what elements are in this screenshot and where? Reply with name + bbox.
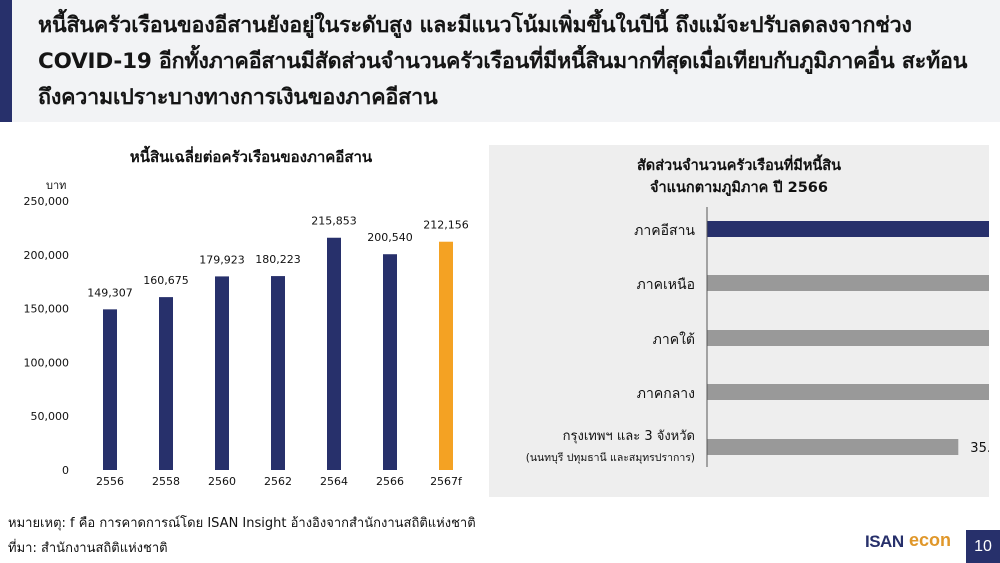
y-tick-label: 150,000 xyxy=(24,303,70,316)
data-label-2564: 215,853 xyxy=(311,215,357,228)
data-label-2556: 149,307 xyxy=(87,286,133,299)
x-tick-label-2562: 2562 xyxy=(264,475,292,488)
hbar-category-label-1: ภาคอีสาน xyxy=(634,223,695,239)
page-number: 10 xyxy=(966,530,1000,563)
hbar-category-label-4: ภาคกลาง xyxy=(637,386,695,402)
hbar-category-label-3: ภาคใต้ xyxy=(653,331,695,348)
bar-2562 xyxy=(271,276,285,470)
x-tick-label-2566: 2566 xyxy=(376,475,404,488)
left-chart-title: หนี้สินเฉลี่ยต่อครัวเรือนของภาคอีสาน xyxy=(129,148,373,166)
isan-logo: ISAN xyxy=(865,532,904,551)
hbar-3 xyxy=(707,330,989,346)
hbar-4 xyxy=(707,384,989,400)
y-tick-label: 250,000 xyxy=(24,195,70,208)
bar-2560 xyxy=(215,276,229,470)
hbar-category-label-2: ภาคเหนือ xyxy=(637,277,695,293)
right-chart-panel xyxy=(489,145,989,497)
bar-2564 xyxy=(327,237,341,470)
x-tick-label-2560: 2560 xyxy=(208,475,236,488)
debt-per-household-chart: บาท 0 50,000 100,000 150,000 200,000 250,000 14… xyxy=(24,179,469,488)
y-tick-label: 0 xyxy=(62,464,69,477)
header-accent-bar xyxy=(0,0,12,122)
hbar-category-label-5: กรุงเทพฯ และ 3 จังหวัด xyxy=(563,429,695,444)
header-banner xyxy=(0,0,1000,122)
y-tick-label: 200,000 xyxy=(24,249,70,262)
x-tick-label-2567f: 2567f xyxy=(430,475,463,488)
y-axis-unit-label: บาท xyxy=(46,179,66,192)
page-title: หนี้สินครัวเรือนของอีสานยังอยู่ในระดับสู… xyxy=(38,13,968,110)
footnote-source: ที่มา: สำนักงานสถิติแห่งชาติ xyxy=(8,541,168,556)
y-tick-label: 50,000 xyxy=(31,410,70,423)
bar-2556 xyxy=(103,309,117,470)
data-label-2560: 179,923 xyxy=(199,253,245,266)
econ-logo: econ xyxy=(909,530,952,550)
right-chart-title-block: สัดส่วนจำนวนครัวเรือนที่มีหนี้สิน จำแนกต… xyxy=(489,155,989,199)
data-label-2562: 180,223 xyxy=(255,253,301,266)
right-chart-subtitle: จำแนกตามภูมิภาค ปี 2566 xyxy=(650,180,828,196)
right-chart-title: สัดส่วนจำนวนครัวเรือนที่มีหนี้สิน xyxy=(636,158,842,174)
footnote-note: หมายเหตุ: f คือ การคาดการณ์โดย ISAN Insi… xyxy=(8,516,476,531)
logo-group: ISAN econ xyxy=(865,530,961,560)
hbar-2 xyxy=(707,275,989,291)
hbar-5 xyxy=(707,439,959,455)
y-tick-label: 100,000 xyxy=(24,356,70,369)
bar-2567f xyxy=(439,241,453,470)
x-tick-label-2564: 2564 xyxy=(320,475,348,488)
data-label-2566: 200,540 xyxy=(367,231,413,244)
bar-2566 xyxy=(383,254,397,470)
x-tick-label-2558: 2558 xyxy=(152,475,180,488)
data-label-2558: 160,675 xyxy=(143,274,189,287)
hbar-1 xyxy=(707,221,989,237)
x-tick-label-2556: 2556 xyxy=(96,475,124,488)
hbar-category-sublabel-5: (นนทบุรี ปทุมธานี และสมุทรปราการ) xyxy=(526,451,695,464)
data-label-2567f: 212,156 xyxy=(423,219,469,232)
indebted-household-share-chart: 60.8%ภาคอีสาน50.3%ภาคเหนือ45.5%ภาคใต้45.… xyxy=(526,207,989,467)
bar-2558 xyxy=(159,297,173,470)
hbar-value-label-5: 35.9% xyxy=(970,441,989,456)
